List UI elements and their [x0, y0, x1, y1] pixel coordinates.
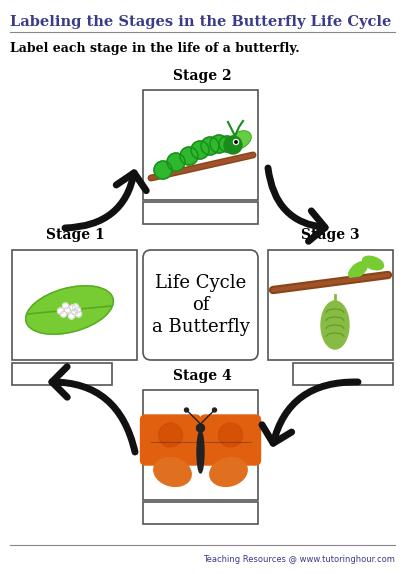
Bar — [12, 250, 137, 360]
Ellipse shape — [362, 256, 384, 270]
FancyBboxPatch shape — [143, 250, 258, 360]
FancyBboxPatch shape — [200, 415, 260, 465]
Circle shape — [75, 307, 81, 313]
Bar — [143, 502, 258, 524]
Circle shape — [191, 141, 209, 159]
Bar — [143, 202, 258, 224]
Circle shape — [158, 423, 183, 447]
Circle shape — [234, 139, 239, 145]
Bar — [268, 250, 393, 360]
Text: a Butterfly: a Butterfly — [151, 318, 249, 336]
Circle shape — [72, 304, 79, 310]
Text: Teaching Resources @ www.tutoringhour.com: Teaching Resources @ www.tutoringhour.co… — [203, 556, 395, 564]
Bar — [143, 390, 258, 500]
Circle shape — [167, 153, 185, 171]
Ellipse shape — [26, 286, 113, 334]
Ellipse shape — [210, 457, 247, 486]
Circle shape — [219, 136, 235, 152]
Ellipse shape — [147, 422, 190, 454]
Circle shape — [213, 408, 217, 412]
Bar — [293, 363, 393, 385]
Circle shape — [72, 309, 77, 315]
Circle shape — [196, 424, 205, 432]
Circle shape — [185, 408, 188, 412]
Circle shape — [68, 313, 75, 319]
Circle shape — [154, 161, 172, 179]
Circle shape — [75, 311, 81, 317]
Ellipse shape — [197, 431, 204, 473]
Text: Life Cycle: Life Cycle — [155, 274, 246, 292]
Circle shape — [70, 305, 75, 311]
Ellipse shape — [211, 422, 254, 454]
Circle shape — [219, 423, 243, 447]
Text: Label each stage in the life of a butterfly.: Label each stage in the life of a butter… — [10, 42, 300, 55]
Text: Labeling the Stages in the Butterfly Life Cycle: Labeling the Stages in the Butterfly Lif… — [10, 15, 391, 29]
Ellipse shape — [229, 131, 251, 149]
Text: Stage 2: Stage 2 — [173, 69, 231, 83]
Circle shape — [64, 307, 70, 313]
FancyBboxPatch shape — [141, 415, 200, 465]
Circle shape — [235, 141, 237, 143]
Bar — [143, 90, 258, 200]
Text: of: of — [192, 296, 209, 314]
Circle shape — [201, 137, 219, 155]
Bar — [12, 363, 112, 385]
Ellipse shape — [154, 457, 191, 486]
Ellipse shape — [349, 262, 367, 278]
Circle shape — [210, 135, 228, 153]
Circle shape — [62, 303, 68, 309]
Text: Stage 1: Stage 1 — [46, 228, 104, 242]
Circle shape — [60, 311, 66, 317]
Text: Stage 3: Stage 3 — [301, 228, 359, 242]
Text: Stage 4: Stage 4 — [173, 369, 231, 383]
Ellipse shape — [321, 301, 349, 349]
Circle shape — [58, 308, 64, 314]
Circle shape — [180, 147, 198, 165]
Circle shape — [224, 136, 242, 154]
